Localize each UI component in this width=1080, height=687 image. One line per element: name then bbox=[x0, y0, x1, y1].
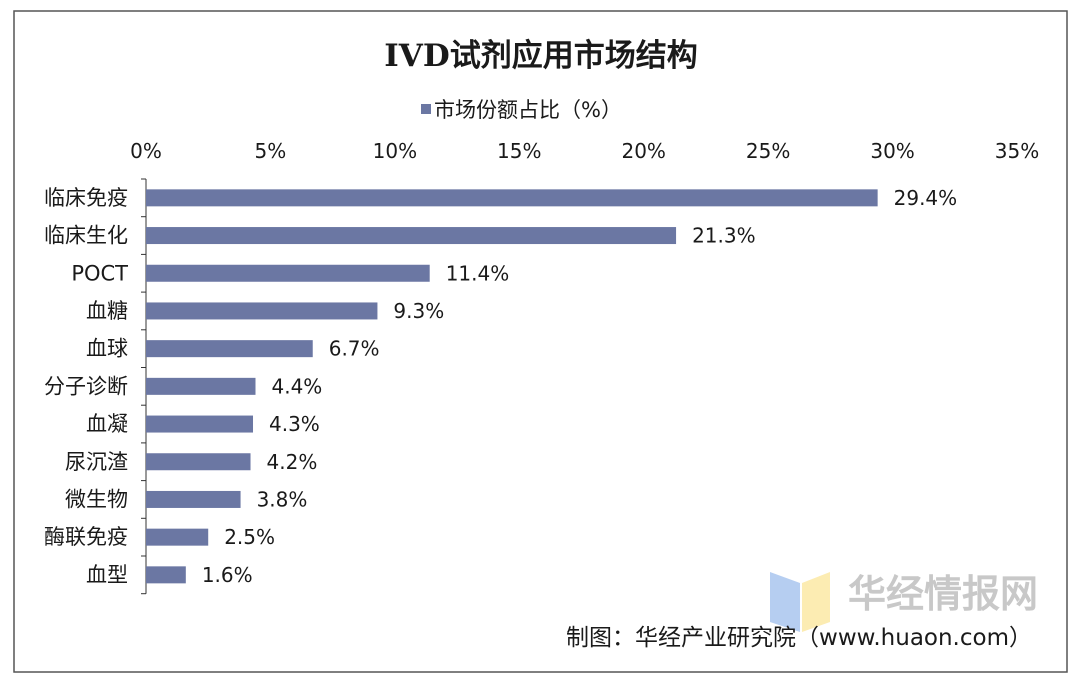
data-label: 1.6% bbox=[202, 563, 253, 587]
category-label: 临床免疫 bbox=[44, 186, 128, 210]
x-tick-label: 20% bbox=[621, 139, 665, 163]
data-label: 4.2% bbox=[267, 450, 318, 474]
data-label: 21.3% bbox=[692, 224, 756, 248]
legend-swatch bbox=[421, 104, 431, 114]
x-tick-label: 5% bbox=[255, 139, 287, 163]
bars: 临床免疫 29.4% 临床生化 21.3% POCT 11.4% 血糖 9.3% 血球 6.7% 分… bbox=[44, 186, 957, 587]
watermark-logo: 华经情报网 bbox=[770, 572, 1038, 632]
bar bbox=[146, 302, 378, 320]
category-label: 临床生化 bbox=[44, 224, 128, 248]
data-label: 3.8% bbox=[257, 487, 308, 511]
source-note: 制图：华经产业研究院（www.huaon.com） bbox=[566, 625, 1032, 651]
category-label: 酶联免疫 bbox=[44, 525, 128, 549]
category-label: POCT bbox=[71, 261, 128, 285]
category-label: 微生物 bbox=[65, 487, 128, 511]
bar bbox=[146, 415, 254, 433]
data-label: 11.4% bbox=[446, 261, 510, 285]
data-label: 4.3% bbox=[269, 412, 320, 436]
category-label: 血凝 bbox=[86, 412, 128, 436]
x-tick-label: 0% bbox=[130, 139, 162, 163]
category-label: 尿沉渣 bbox=[65, 450, 128, 474]
data-label: 29.4% bbox=[894, 186, 958, 210]
bar bbox=[146, 566, 186, 584]
logo-blue-page bbox=[770, 572, 800, 632]
bar bbox=[146, 189, 878, 207]
data-label: 2.5% bbox=[224, 525, 275, 549]
legend-label: 市场份额占比（%） bbox=[434, 98, 622, 122]
x-tick-label: 30% bbox=[870, 139, 914, 163]
chart-title: IVD试剂应用市场结构 bbox=[384, 38, 697, 74]
data-label: 9.3% bbox=[393, 299, 444, 323]
data-label: 4.4% bbox=[271, 374, 322, 398]
bar bbox=[146, 453, 251, 471]
legend: 市场份额占比（%） bbox=[421, 98, 622, 122]
category-label: 分子诊断 bbox=[44, 374, 128, 398]
bar bbox=[146, 490, 241, 508]
bar bbox=[146, 340, 313, 358]
category-label: 血糖 bbox=[86, 299, 128, 323]
bar bbox=[146, 528, 209, 546]
bar bbox=[146, 377, 256, 395]
bar bbox=[146, 227, 677, 245]
logo-yellow-page bbox=[802, 572, 830, 632]
x-tick-label: 25% bbox=[746, 139, 790, 163]
x-tick-label: 10% bbox=[373, 139, 417, 163]
category-label: 血球 bbox=[86, 337, 128, 361]
x-tick-label: 35% bbox=[995, 139, 1039, 163]
x-tick-label: 15% bbox=[497, 139, 541, 163]
data-label: 6.7% bbox=[329, 337, 380, 361]
bar bbox=[146, 264, 430, 282]
watermark-text: 华经情报网 bbox=[848, 572, 1038, 616]
category-label: 血型 bbox=[86, 563, 128, 587]
